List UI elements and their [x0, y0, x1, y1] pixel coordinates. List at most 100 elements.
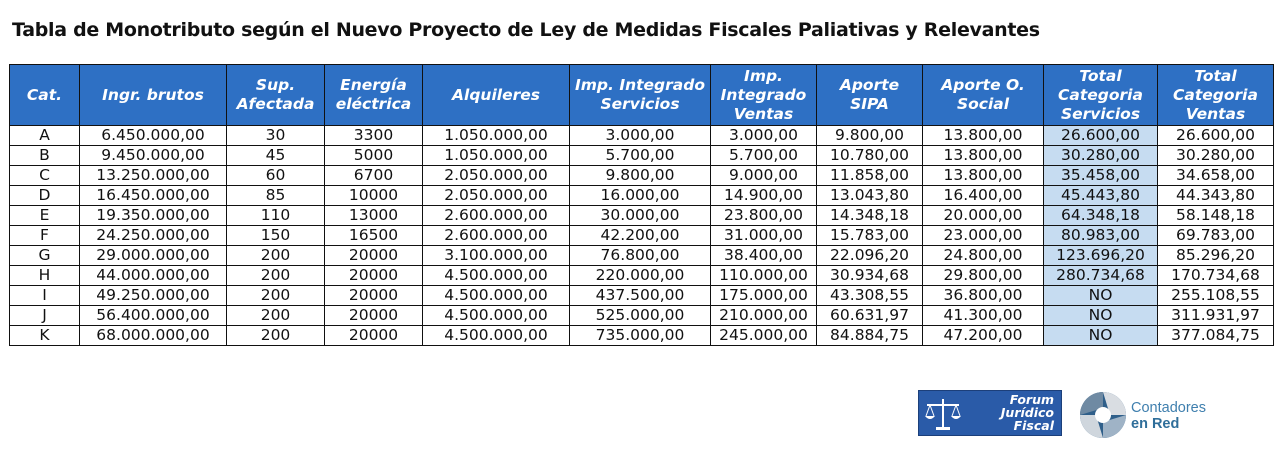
table-cell: 311.931,97 — [1157, 305, 1274, 326]
table-cell: 30.934,68 — [816, 265, 923, 286]
table-cell: 4.500.000,00 — [422, 285, 570, 306]
table-cell: 49.250.000,00 — [79, 285, 227, 306]
table-cell: 377.084,75 — [1157, 325, 1274, 346]
camera-aperture-icon — [1080, 392, 1126, 438]
table-cell: 24.250.000,00 — [79, 225, 227, 246]
table-cell: 45.443,80 — [1043, 185, 1158, 206]
table-cell: 20000 — [324, 305, 423, 326]
table-cell: 80.983,00 — [1043, 225, 1158, 246]
header-aporte-obra-social: Aporte O. Social — [922, 64, 1044, 126]
category-cell: H — [9, 265, 80, 286]
category-cell: F — [9, 225, 80, 246]
table-cell: 10000 — [324, 185, 423, 206]
table-cell: 110.000,00 — [710, 265, 817, 286]
table-cell: 13.043,80 — [816, 185, 923, 206]
table-cell: 30.280,00 — [1043, 145, 1158, 166]
page-title: Tabla de Monotributo según el Nuevo Proy… — [12, 19, 1040, 41]
table-cell: 210.000,00 — [710, 305, 817, 326]
table-cell: 255.108,55 — [1157, 285, 1274, 306]
table-cell: 30.280,00 — [1157, 145, 1274, 166]
table-cell: 3.100.000,00 — [422, 245, 570, 266]
table-cell: 20000 — [324, 325, 423, 346]
header-imp-integrado-servicios: Imp. Integrado Servicios — [569, 64, 711, 126]
table-cell: 110 — [226, 205, 325, 226]
table-cell: 43.308,55 — [816, 285, 923, 306]
table-cell: 29.800,00 — [922, 265, 1044, 286]
table-cell: 20000 — [324, 265, 423, 286]
table-cell: 3300 — [324, 125, 423, 146]
category-cell: I — [9, 285, 80, 306]
table-cell: 15.783,00 — [816, 225, 923, 246]
table-cell: 6700 — [324, 165, 423, 186]
scales-of-justice-icon — [925, 399, 961, 430]
table-cell: 23.800,00 — [710, 205, 817, 226]
table-cell: 11.858,00 — [816, 165, 923, 186]
category-cell: G — [9, 245, 80, 266]
table-cell: 5.700,00 — [710, 145, 817, 166]
table-cell: 1.050.000,00 — [422, 145, 570, 166]
monotributo-table: Cat. Ingr. brutos Sup. Afectada Energía … — [9, 64, 1274, 346]
category-cell: C — [9, 165, 80, 186]
table-row: C 13.250.000,00 60 6700 2.050.000,00 9.800,00… — [9, 165, 1274, 186]
category-cell: E — [9, 205, 80, 226]
table-cell: 31.000,00 — [710, 225, 817, 246]
table-cell: 30 — [226, 125, 325, 146]
table-cell: NO — [1043, 305, 1158, 326]
contadores-en-red-logo: Contadores en Red — [1078, 390, 1268, 440]
table-cell: 1.050.000,00 — [422, 125, 570, 146]
header-total-categoria-servicios: Total Categoria Servicios — [1043, 64, 1158, 126]
header-aporte-sipa: Aporte SIPA — [816, 64, 923, 126]
table-row: H 44.000.000,00 200 20000 4.500.000,00 220.00… — [9, 265, 1274, 286]
table-row: K 68.000.000,00 200 20000 4.500.000,00 735.00… — [9, 325, 1274, 346]
table-cell: NO — [1043, 325, 1158, 346]
table-cell: 200 — [226, 325, 325, 346]
table-cell: 200 — [226, 285, 325, 306]
table-cell: 200 — [226, 245, 325, 266]
table-cell: 175.000,00 — [710, 285, 817, 306]
table-cell: 13.800,00 — [922, 165, 1044, 186]
category-cell: K — [9, 325, 80, 346]
header-imp-integrado-ventas: Imp. Integrado Ventas — [710, 64, 817, 126]
table-cell: 34.658,00 — [1157, 165, 1274, 186]
table-cell: 9.000,00 — [710, 165, 817, 186]
table-cell: 69.783,00 — [1157, 225, 1274, 246]
table-cell: 4.500.000,00 — [422, 265, 570, 286]
header-total-categoria-ventas: Total Categoria Ventas — [1157, 64, 1274, 126]
table-row: J 56.400.000,00 200 20000 4.500.000,00 525.00… — [9, 305, 1274, 326]
header-energia-electrica: Energía eléctrica — [324, 64, 423, 126]
table-cell: 36.800,00 — [922, 285, 1044, 306]
header-alquileres: Alquileres — [422, 64, 570, 126]
table-cell: 4.500.000,00 — [422, 305, 570, 326]
table-cell: NO — [1043, 285, 1158, 306]
table-cell: 2.600.000,00 — [422, 225, 570, 246]
table-cell: 68.000.000,00 — [79, 325, 227, 346]
table-cell: 4.500.000,00 — [422, 325, 570, 346]
table-cell: 6.450.000,00 — [79, 125, 227, 146]
table-cell: 60 — [226, 165, 325, 186]
table-cell: 13000 — [324, 205, 423, 226]
table-cell: 280.734,68 — [1043, 265, 1158, 286]
table-cell: 47.200,00 — [922, 325, 1044, 346]
table-cell: 245.000,00 — [710, 325, 817, 346]
table-cell: 437.500,00 — [569, 285, 711, 306]
category-cell: J — [9, 305, 80, 326]
table-cell: 10.780,00 — [816, 145, 923, 166]
table-cell: 2.050.000,00 — [422, 165, 570, 186]
table-header-row: Cat. Ingr. brutos Sup. Afectada Energía … — [9, 64, 1274, 126]
table-cell: 5.700,00 — [569, 145, 711, 166]
table-row: A 6.450.000,00 30 3300 1.050.000,00 3.000,00 3… — [9, 125, 1274, 146]
table-row: B 9.450.000,00 45 5000 1.050.000,00 5.700,00 5… — [9, 145, 1274, 166]
table-cell: 9.800,00 — [816, 125, 923, 146]
table-cell: 14.348,18 — [816, 205, 923, 226]
table-cell: 29.000.000,00 — [79, 245, 227, 266]
table-row: E 19.350.000,00 110 13000 2.600.000,00 30.000… — [9, 205, 1274, 226]
table-cell: 170.734,68 — [1157, 265, 1274, 286]
table-cell: 30.000,00 — [569, 205, 711, 226]
table-cell: 20000 — [324, 285, 423, 306]
table-cell: 9.800,00 — [569, 165, 711, 186]
table-cell: 20000 — [324, 245, 423, 266]
contadores-logo-text: Contadores en Red — [1131, 400, 1206, 432]
table-cell: 16.450.000,00 — [79, 185, 227, 206]
table-cell: 200 — [226, 265, 325, 286]
forum-juridico-fiscal-logo: Forum Jurídico Fiscal — [918, 390, 1062, 436]
